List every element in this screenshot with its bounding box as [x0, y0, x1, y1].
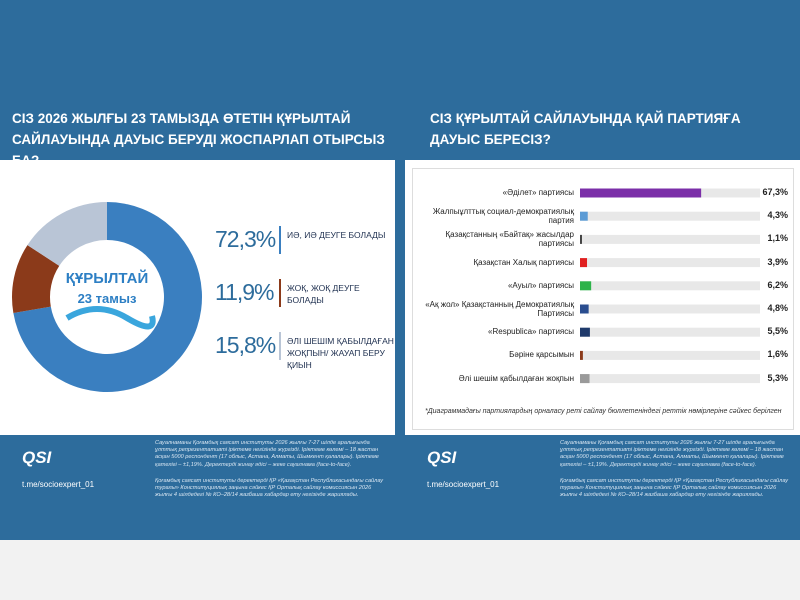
- footer-disclosure: Қоғамдық саясат институты деректерді ҚР …: [560, 478, 789, 499]
- value-label: 4,3%: [767, 210, 788, 221]
- footer-survey: Сауалнаманы Қоғамдық саясат институты 20…: [155, 440, 379, 468]
- chart-title: СІЗ ҚҰРЫЛТАЙ САЙЛАУЫНДА ҚАЙ ПАРТИЯҒА ДАУ…: [430, 111, 741, 147]
- bar: [580, 350, 583, 360]
- category-label: «Respublica» партиясы: [488, 327, 574, 337]
- logo-name: ҚҰРЫЛТАЙ: [66, 269, 149, 287]
- bar: [580, 258, 588, 268]
- bar: [580, 374, 590, 384]
- donut-segment: [12, 245, 60, 314]
- right-panel: [405, 160, 800, 435]
- value-label: 3,9%: [767, 256, 788, 267]
- logo-wave: [65, 306, 156, 330]
- value-label: 5,3%: [767, 372, 788, 383]
- bar-track: [580, 281, 760, 291]
- donut-segment: [27, 202, 107, 266]
- category-label: «Ауыл» партиясы: [507, 280, 574, 290]
- chart-frame: [412, 168, 794, 430]
- category-label: Бәріне қарсымын: [509, 350, 574, 360]
- bar: [580, 211, 588, 221]
- bar-track: [580, 327, 760, 337]
- value-label: 15,8%: [215, 332, 276, 358]
- bar: [580, 327, 590, 337]
- category-label: Жалпыұлттық социал-демократиялық партия: [432, 206, 574, 226]
- footer-survey: Сауалнаманы Қоғамдық саясат институты 20…: [560, 440, 784, 468]
- chart-title: СІЗ 2026 ЖЫЛҒЫ 23 ТАМЫЗДА ӨТЕТІН ҚҰРЫЛТА…: [12, 111, 385, 168]
- bottom-strip: [0, 540, 800, 600]
- value-label: 4,8%: [767, 303, 788, 313]
- bar-track: [580, 234, 760, 244]
- logo-date: 23 тамыз: [78, 291, 137, 306]
- bar: [580, 304, 589, 314]
- footer-link: t.me/socioexpert_01: [427, 480, 500, 489]
- value-label: 1,1%: [767, 233, 788, 244]
- legend-swatch: [279, 279, 281, 307]
- legend-label: ИӘ, ИӘ ДЕУГЕ БОЛАДЫ: [287, 230, 386, 240]
- category-label: «Ақ жол» Қазақстанның Демократиялық Парт…: [425, 299, 574, 319]
- footer-link: t.me/socioexpert_01: [22, 480, 95, 489]
- bar-track: [580, 258, 760, 268]
- value-label: 5,5%: [767, 326, 788, 337]
- category-label: Қазақстанның «Байтақ» жасылдар партиясы: [445, 229, 574, 249]
- category-label: Қазақстан Халық партиясы: [473, 257, 575, 267]
- bar-track: [580, 304, 760, 314]
- bar-track: [580, 350, 760, 360]
- legend-label: ӘЛІ ШЕШІМ ҚАБЫЛДАҒАН ЖОҚПЫН/ ЖАУАП БЕРУ …: [287, 336, 394, 370]
- bar: [580, 188, 702, 198]
- category-label: Әлі шешім қабылдаған жоқпын: [458, 373, 574, 383]
- legend-label: ЖОҚ, ЖОҚ ДЕУГЕ БОЛАДЫ: [287, 283, 360, 305]
- value-label: 6,2%: [767, 279, 788, 290]
- bar: [580, 234, 582, 244]
- category-label: «Әділет» партиясы: [502, 188, 574, 197]
- value-label: 11,9%: [215, 279, 275, 305]
- bar-track: [580, 211, 760, 221]
- donut-segment: [13, 202, 202, 392]
- value-label: 1,6%: [767, 349, 788, 360]
- legend-swatch: [279, 226, 281, 254]
- value-label: 72,3%: [215, 226, 276, 252]
- chart-note: *Диаграммадағы партиялардың орналасу рет…: [425, 408, 782, 415]
- bar: [580, 281, 592, 291]
- bar-track: [580, 374, 760, 384]
- footer-logo: QSI: [427, 448, 457, 467]
- footer-logo: QSI: [22, 448, 52, 467]
- value-label: 67,3%: [762, 187, 788, 197]
- footer-disclosure: Қоғамдық саясат институты деректерді ҚР …: [155, 478, 384, 499]
- legend-swatch: [279, 332, 281, 360]
